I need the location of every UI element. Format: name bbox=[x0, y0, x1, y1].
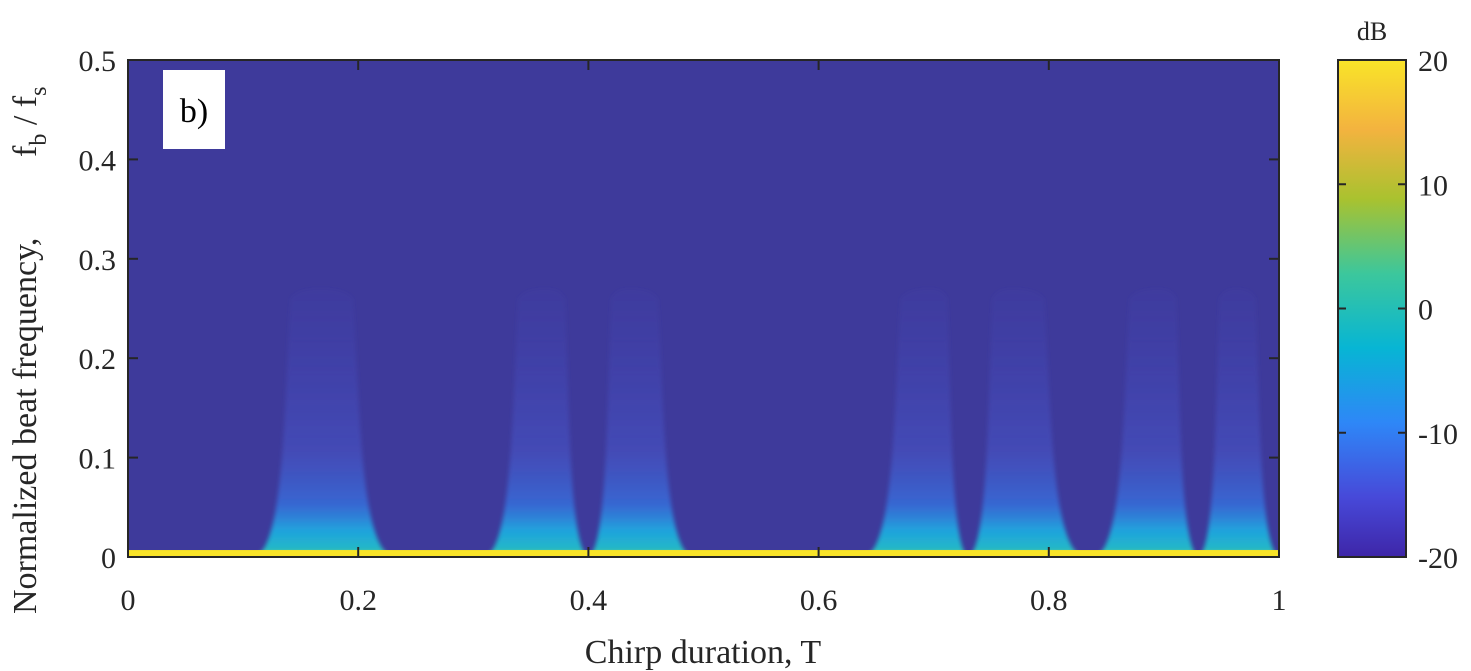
x-tick-label: 0.8 bbox=[1030, 584, 1068, 617]
heat-bump-3 bbox=[588, 288, 692, 557]
y-tick-label: 0.4 bbox=[79, 144, 117, 177]
heat-bump-6 bbox=[1094, 288, 1199, 557]
y-tick-label: 0.1 bbox=[79, 443, 117, 476]
y-axis-label: Normalized beat frequency, fb / fs bbox=[7, 87, 52, 614]
colorbar-tick-label: 10 bbox=[1418, 169, 1448, 202]
heat-bump-7 bbox=[1198, 288, 1279, 557]
heat-bump-2 bbox=[484, 288, 589, 557]
colorbar bbox=[1337, 59, 1407, 558]
y-tick-label: 0.5 bbox=[79, 45, 117, 78]
y-axis-ticks: 0 0.1 0.2 0.3 0.4 0.5 bbox=[79, 45, 1279, 575]
colorbar-tick-label: -10 bbox=[1418, 418, 1458, 451]
colorbar-ticks: -20 -10 0 10 20 bbox=[1338, 45, 1458, 575]
x-axis-label: Chirp duration, T bbox=[585, 634, 822, 671]
x-axis-ticks: 0 0.2 0.4 0.6 0.8 1 bbox=[121, 60, 1287, 617]
heat-bump-1 bbox=[254, 288, 393, 557]
heatmap-layer bbox=[128, 288, 1279, 557]
panel-label: b) bbox=[180, 93, 208, 130]
y-tick-label: 0 bbox=[101, 542, 116, 575]
x-tick-label: 0.6 bbox=[800, 584, 838, 617]
x-tick-label: 0 bbox=[121, 584, 136, 617]
x-tick-label: 0.4 bbox=[570, 584, 608, 617]
y-axis-label-text: Normalized beat frequency, bbox=[7, 238, 44, 614]
y-tick-label: 0.2 bbox=[79, 343, 117, 376]
colorbar-tick-label: -20 bbox=[1418, 542, 1458, 575]
colorbar-tick-label: 0 bbox=[1418, 294, 1433, 327]
baseline-band bbox=[128, 550, 1279, 557]
y-tick-label: 0.3 bbox=[79, 244, 117, 277]
x-tick-label: 1 bbox=[1272, 584, 1287, 617]
heat-bump-4 bbox=[864, 288, 969, 557]
plot-border bbox=[127, 59, 1280, 558]
panel-label-box bbox=[163, 70, 225, 149]
x-tick-label: 0.2 bbox=[339, 584, 377, 617]
colorbar-tick-label: 20 bbox=[1418, 45, 1448, 78]
y-axis-label-symbol: fb / fs bbox=[7, 87, 52, 157]
heat-bump-5 bbox=[968, 288, 1084, 557]
colorbar-title: dB bbox=[1357, 17, 1387, 46]
